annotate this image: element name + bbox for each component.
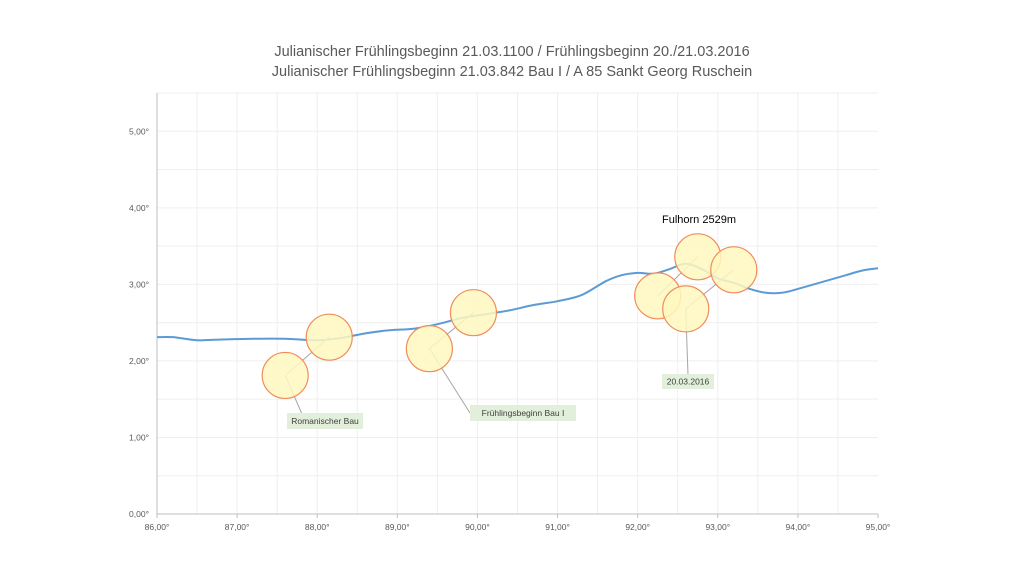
x-tick-label: 87,00°	[225, 522, 250, 532]
x-tick-label: 90,00°	[465, 522, 490, 532]
marker-circle	[405, 325, 453, 373]
x-tick-label: 88,00°	[305, 522, 330, 532]
y-tick-label: 0,00°	[129, 509, 149, 519]
y-tick-label: 1,00°	[129, 432, 149, 442]
x-tick-label: 86,00°	[145, 522, 170, 532]
axes	[156, 93, 879, 518]
x-tick-label: 93,00°	[705, 522, 730, 532]
chart-title-line-1: Julianischer Frühlingsbeginn 21.03.1100 …	[274, 44, 750, 60]
annotation-label-2-box	[470, 405, 576, 421]
marker-circle	[710, 246, 758, 294]
y-tick-label: 3,00°	[129, 279, 149, 289]
tick-labels: 86,00° 87,00° 88,00° 89,00° 90,00° 91,00° 92,0…	[129, 126, 890, 532]
chart-title-line-2: Julianischer Frühlingsbeginn 21.03.842 B…	[271, 64, 753, 80]
marker-circle	[305, 313, 353, 361]
y-tick-label: 4,00°	[129, 203, 149, 213]
marker-circle	[662, 285, 710, 333]
markers	[261, 233, 758, 400]
annotation-peak: Fulhorn 2529m	[662, 214, 736, 226]
annotations: Fulhorn 2529m Romanischer Bau Frühlingsb…	[287, 214, 736, 429]
annotation-label-3-box	[662, 374, 714, 389]
x-tick-label: 95,00°	[866, 522, 891, 532]
y-tick-label: 5,00°	[129, 126, 149, 136]
grid	[157, 92, 878, 514]
x-tick-label: 92,00°	[625, 522, 650, 532]
annotation-label-1-box	[287, 413, 363, 429]
annotation-label-1: Romanischer Bau	[291, 416, 359, 426]
marker-circle	[261, 351, 309, 400]
x-tick-label: 94,00°	[786, 522, 811, 532]
y-tick-label: 2,00°	[129, 356, 149, 366]
marker-circle	[449, 289, 498, 337]
x-tick-label: 91,00°	[545, 522, 570, 532]
x-tick-label: 89,00°	[385, 522, 410, 532]
annotation-label-3: 20.03.2016	[667, 377, 710, 387]
annotation-label-2: Frühlingsbeginn Bau I	[482, 408, 565, 418]
